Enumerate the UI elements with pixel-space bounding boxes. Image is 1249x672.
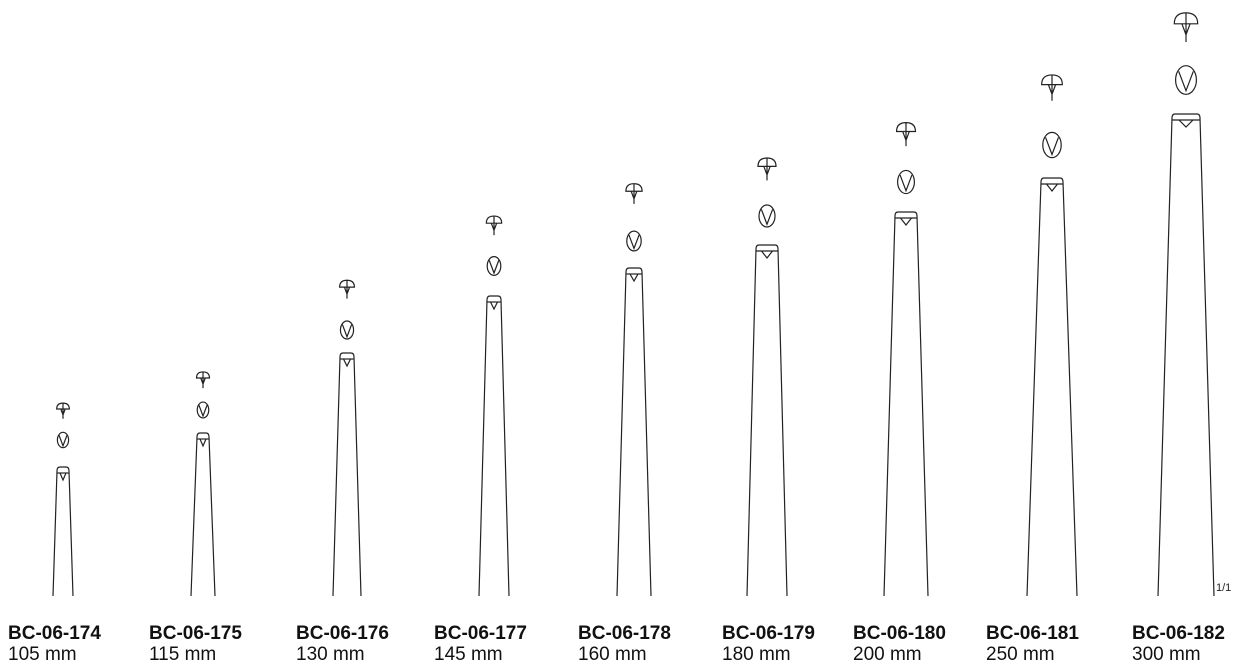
tip-notch [199, 438, 207, 448]
instrument-tips-drawing [52, 12, 1215, 597]
shaft-outline [1157, 113, 1215, 597]
shaft-outline [1026, 177, 1078, 597]
item-code: BC-06-181 [986, 623, 1079, 644]
item-label: BC-06-181 250 mm [986, 624, 1079, 666]
item-label: BC-06-179 180 mm [722, 624, 815, 666]
cross-section-v-mark [488, 260, 500, 275]
cross-section-t-stem [763, 158, 771, 181]
item-label: BC-06-175 115 mm [149, 624, 242, 666]
cross-section-v [896, 169, 915, 195]
item-code: BC-06-174 [8, 623, 101, 644]
shaft-outline [332, 352, 362, 597]
item-length: 300 mm [1132, 644, 1201, 665]
cross-section-t-stem [630, 183, 638, 204]
item-label: BC-06-178 160 mm [578, 624, 671, 666]
tip-notch [59, 472, 67, 482]
item-label: BC-06-174 105 mm [8, 624, 101, 666]
item-label: BC-06-177 145 mm [434, 624, 527, 666]
item-length: 130 mm [296, 644, 365, 665]
instrument-tip [478, 215, 510, 597]
cross-section-t-stem [490, 216, 498, 236]
instrument-tip [1026, 74, 1078, 597]
item-length: 180 mm [722, 644, 791, 665]
item-code: BC-06-180 [853, 623, 946, 644]
cross-section-v [1174, 65, 1197, 95]
instrument-tip [1157, 12, 1215, 597]
instrument-tip [190, 371, 216, 597]
tip-notch [489, 301, 499, 311]
scale-note: 1/1 [1216, 582, 1232, 594]
cross-section-v [339, 320, 355, 340]
shaft-outline [746, 244, 788, 597]
cross-section-v [626, 230, 642, 252]
item-length: 105 mm [8, 644, 77, 665]
tip-notch [761, 250, 773, 259]
tip-notch [1178, 119, 1194, 128]
tip-notch [900, 217, 912, 226]
shaft-outline [190, 432, 216, 597]
cross-section-t-stem [200, 371, 206, 389]
cross-section-v-mark [1044, 137, 1060, 157]
instrument-tip [332, 279, 362, 597]
cross-section-v [486, 256, 502, 276]
tip-notch [1046, 183, 1058, 192]
shaft-outline [478, 295, 510, 597]
tip-notch [342, 358, 352, 368]
tip-notch [629, 273, 639, 283]
cross-section-v [1042, 131, 1062, 159]
item-length: 115 mm [149, 644, 217, 665]
cross-section-v [758, 204, 776, 228]
item-length: 145 mm [434, 644, 503, 665]
cross-section-v-mark [1178, 71, 1194, 93]
cross-section-v-mark [628, 234, 640, 251]
cross-section-v-mark [760, 209, 774, 226]
cross-section-t-stem [902, 122, 910, 147]
cross-section-t-stem [60, 403, 66, 419]
cross-section-v [196, 401, 210, 419]
cross-section-v-mark [58, 435, 68, 448]
item-length: 200 mm [853, 644, 922, 665]
instrument-tip [52, 402, 74, 597]
cross-section-t-stem [1181, 12, 1191, 43]
item-code: BC-06-176 [296, 623, 389, 644]
cross-section-v-mark [899, 174, 913, 193]
item-label: BC-06-182 300 mm [1132, 624, 1225, 666]
shaft-outline [883, 211, 929, 597]
item-length: 250 mm [986, 644, 1055, 665]
instrument-tip [616, 183, 652, 597]
item-code: BC-06-182 [1132, 623, 1225, 644]
item-code: BC-06-179 [722, 623, 815, 644]
instrument-tip [746, 157, 788, 597]
cross-section-t-stem [1047, 74, 1057, 101]
item-code: BC-06-178 [578, 623, 671, 644]
item-code: BC-06-177 [434, 623, 527, 644]
cross-section-t-stem [343, 280, 351, 299]
cross-section-v-mark [198, 405, 208, 418]
item-code: BC-06-175 [149, 623, 242, 644]
cross-section-v-mark [341, 324, 353, 339]
cross-section-v [56, 431, 70, 449]
shaft-outline [616, 267, 652, 597]
item-label: BC-06-176 130 mm [296, 624, 389, 666]
instrument-tip [883, 122, 929, 597]
item-length: 160 mm [578, 644, 647, 665]
shaft-outline [52, 466, 74, 597]
item-label: BC-06-180 200 mm [853, 624, 946, 666]
